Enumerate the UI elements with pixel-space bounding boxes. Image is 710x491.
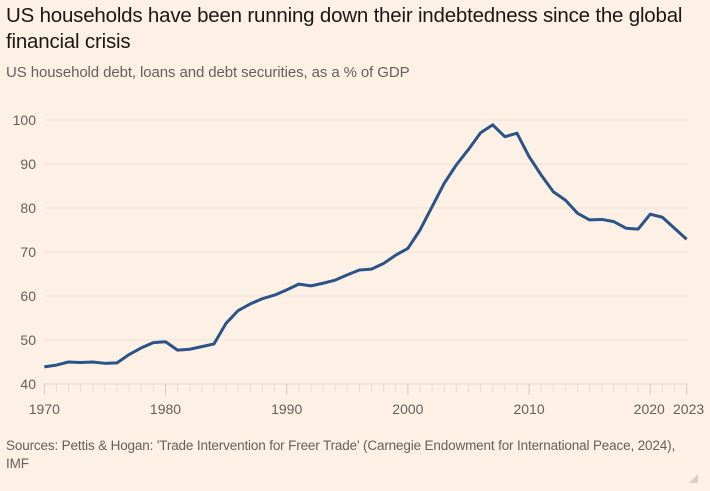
x-tick-label: 1970 bbox=[29, 401, 60, 417]
x-tick-label: 1980 bbox=[150, 401, 181, 417]
x-tick-label: 2020 bbox=[634, 401, 665, 417]
gridlines bbox=[44, 119, 688, 341]
line-chart: 40 50 60 70 80 90 100 1970 1980 1990 2000 2010 2020… bbox=[13, 112, 705, 417]
source-note: Sources: Pettis & Hogan: 'Trade Interven… bbox=[6, 438, 676, 471]
y-tick-label: 60 bbox=[20, 288, 36, 304]
x-tick-label: 2023 bbox=[673, 401, 704, 417]
chart-subtitle: US household debt, loans and debt securi… bbox=[6, 64, 410, 81]
y-tick-label: 70 bbox=[20, 244, 36, 260]
y-axis-labels: 40 50 60 70 80 90 100 bbox=[13, 112, 37, 392]
x-tick-label: 2000 bbox=[392, 401, 423, 417]
x-axis-labels: 1970 1980 1990 2000 2010 2020 2023 bbox=[29, 401, 705, 417]
y-tick-label: 80 bbox=[20, 200, 36, 216]
series-line-household-debt bbox=[44, 123, 688, 369]
x-tick-label: 1990 bbox=[271, 401, 302, 417]
x-axis bbox=[43, 383, 688, 395]
y-tick-label: 100 bbox=[13, 112, 37, 128]
resize-handle-icon[interactable] bbox=[689, 474, 698, 483]
y-tick-label: 90 bbox=[20, 156, 36, 172]
x-tick-label: 2010 bbox=[513, 401, 544, 417]
series-group bbox=[44, 123, 688, 369]
y-tick-label: 50 bbox=[20, 332, 36, 348]
chart-title: US households have been running down the… bbox=[6, 4, 683, 53]
y-tick-label: 40 bbox=[20, 376, 36, 392]
